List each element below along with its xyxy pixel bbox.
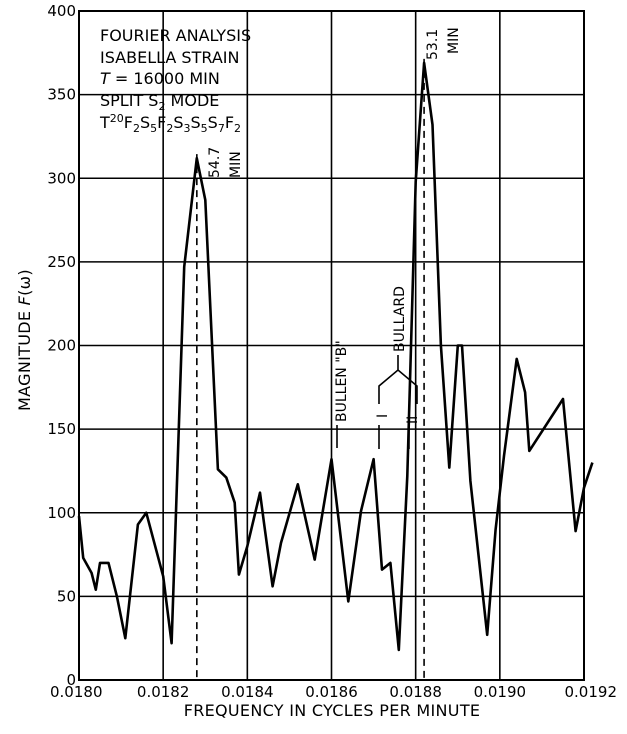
bullard-ii-label: II bbox=[405, 416, 421, 424]
y-tick-label: 50 bbox=[57, 587, 76, 605]
x-tick-label: 0.0180 bbox=[50, 683, 103, 701]
y-tick-label: 300 bbox=[47, 169, 76, 187]
bullard-bracket bbox=[378, 355, 418, 404]
x-tick-label: 0.0184 bbox=[221, 683, 274, 701]
y-axis-title: MAGNITUDE F(ω) bbox=[15, 269, 34, 411]
grid bbox=[79, 11, 584, 680]
series-line bbox=[77, 61, 594, 652]
y-tick-label: 250 bbox=[47, 253, 76, 271]
x-tick-label: 0.0188 bbox=[389, 683, 442, 701]
peak1-period-value: 54.7 bbox=[207, 147, 223, 178]
y-tick-label: 150 bbox=[47, 420, 76, 438]
y-tick-label: 0 bbox=[66, 671, 76, 689]
x-tick-label: 0.0190 bbox=[474, 683, 527, 701]
y-tick-label: 200 bbox=[47, 337, 76, 355]
peak1-period-unit: MIN bbox=[228, 151, 244, 178]
x-tick-label: 0.0182 bbox=[137, 683, 190, 701]
info-line-3: T = 16000 MIN bbox=[100, 69, 220, 88]
bullen-label: BULLEN "B" bbox=[334, 340, 350, 422]
reference-lines bbox=[196, 58, 425, 680]
info-box: FOURIER ANALYSIS ISABELLA STRAIN T = 160… bbox=[99, 26, 251, 135]
bullard-label: BULLARD bbox=[392, 286, 408, 352]
bullard-i-label: I bbox=[375, 414, 391, 418]
info-line-2: ISABELLA STRAIN bbox=[100, 48, 239, 67]
info-line-4: SPLIT S2 MODE bbox=[100, 91, 219, 113]
peak2-period-value: 53.1 bbox=[425, 29, 441, 60]
x-tick-label: 0.0186 bbox=[305, 683, 358, 701]
y-tick-label: 100 bbox=[47, 504, 76, 522]
x-tick-label: 0.0192 bbox=[565, 683, 618, 701]
plot-frame bbox=[78, 10, 585, 681]
y-tick-label: 350 bbox=[47, 86, 76, 104]
peak2-period-unit: MIN bbox=[446, 27, 462, 54]
annotations: 54.7 MIN 53.1 MIN BULLEN "B" I II BULLAR… bbox=[207, 27, 462, 449]
info-line-5: T20F2S5F2S3S5S7F2 bbox=[99, 112, 241, 135]
x-axis-title: FREQUENCY IN CYCLES PER MINUTE bbox=[184, 701, 481, 720]
y-tick-label: 400 bbox=[47, 2, 76, 20]
info-line-1: FOURIER ANALYSIS bbox=[100, 26, 251, 45]
tick-labels: 0 50 100 150 200 250 300 350 400 0.0180 0.0182 0.01… bbox=[47, 2, 617, 701]
